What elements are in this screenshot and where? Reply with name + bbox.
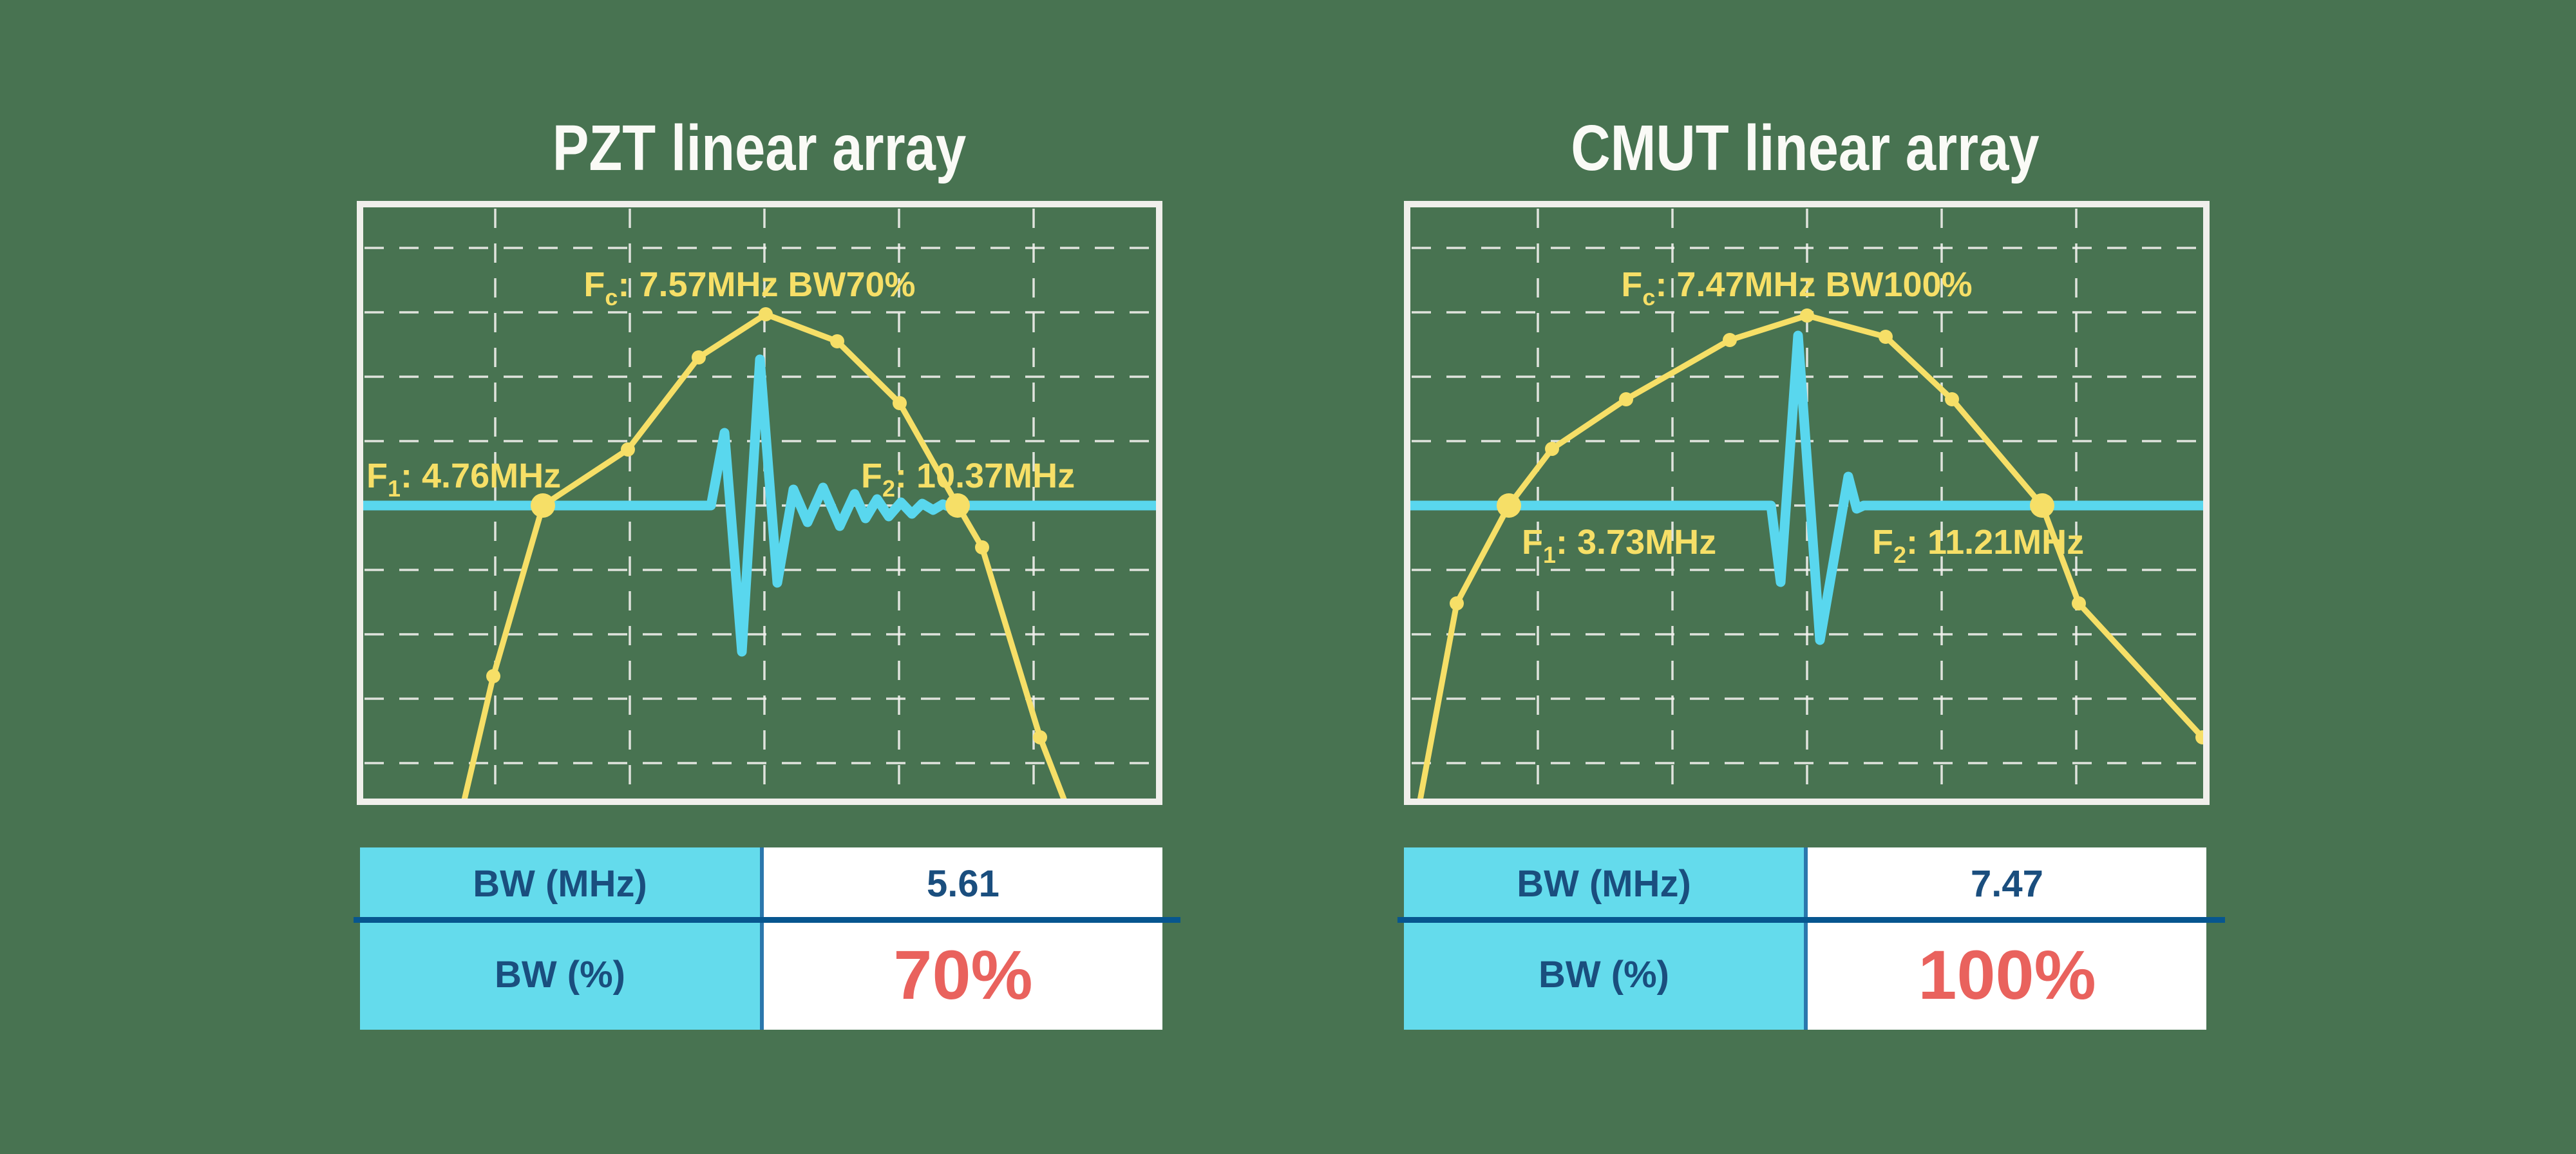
bandwidth-crossing-dot [945,493,970,518]
spectrum-dot [1033,730,1047,744]
f1-annotation: F1: 3.73MHz [1522,523,1716,568]
spectrum-dot [692,350,706,364]
spectrum-dot [759,307,773,321]
spectrum-curve [460,311,1070,805]
spectrum-dot [621,442,635,457]
spectrum-dot [1723,333,1737,347]
pzt-panel-title-text: PZT linear array [552,112,967,184]
pzt-bw-mhz-value: 5.61 [764,847,1162,920]
spectrum-dot [1450,596,1464,610]
plot-border [357,201,1162,805]
cmut-bw-pct-label: BW (%) [1404,920,1808,1030]
spectrum-dot [975,540,989,554]
cmut-bw-pct-value: 100% [1808,920,2206,1030]
cmut-result-table: BW (MHz) 7.47 BW (%) 100% [1404,847,2206,1030]
plot-border [1404,201,2210,805]
cmut-bw-mhz-label: BW (MHz) [1404,847,1808,920]
spectrum-dot [486,669,500,683]
cmut-panel-title-text: CMUT linear array [1571,112,2040,184]
spectrum-dot [1945,392,1959,406]
fc-annotation: Fc: 7.57MHz BW70% [583,265,915,310]
spectrum-dot [1879,330,1893,344]
pzt-bw-mhz-label: BW (MHz) [360,847,764,920]
spectrum-dot [830,334,844,348]
pzt-result-table: BW (MHz) 5.61 BW (%) 70% [360,847,1162,1030]
pzt-bw-pct-value: 70% [764,920,1162,1030]
spectrum-dot [893,396,907,410]
cmut-panel-title: CMUT linear array [1419,113,2192,184]
cmut-table-divider [1397,917,2225,923]
f2-annotation: F2: 11.21MHz [1872,523,2084,568]
pzt-bw-pct-label: BW (%) [360,920,764,1030]
spectrum-dot [2072,596,2086,610]
cmut-spectrum-chart: Fc: 7.47MHz BW100% F1: 3.73MHz F2: 11.21MH… [1404,201,2210,805]
cmut-bw-mhz-value: 7.47 [1808,847,2206,920]
f2-annotation: F2: 10.37MHz [861,457,1075,502]
spectrum-dot [1619,392,1633,406]
spectrum-dot [1800,308,1814,323]
bandwidth-crossing-dot [531,493,555,518]
pzt-spectrum-chart: Fc: 7.57MHz BW70% F1: 4.76MHz F2: 10.37MHz [357,201,1162,805]
pzt-panel-title: PZT linear array [373,113,1146,184]
spectrum-dot [1545,442,1559,456]
pulse-echo-curve [358,354,1161,657]
f1-annotation: F1: 4.76MHz [366,457,561,502]
fc-annotation: Fc: 7.47MHz BW100% [1621,265,1972,310]
pulse-echo-curve [1405,330,2208,645]
bandwidth-crossing-dot [1497,493,1521,518]
pzt-table-divider [354,917,1180,923]
bandwidth-crossing-dot [2030,493,2054,518]
